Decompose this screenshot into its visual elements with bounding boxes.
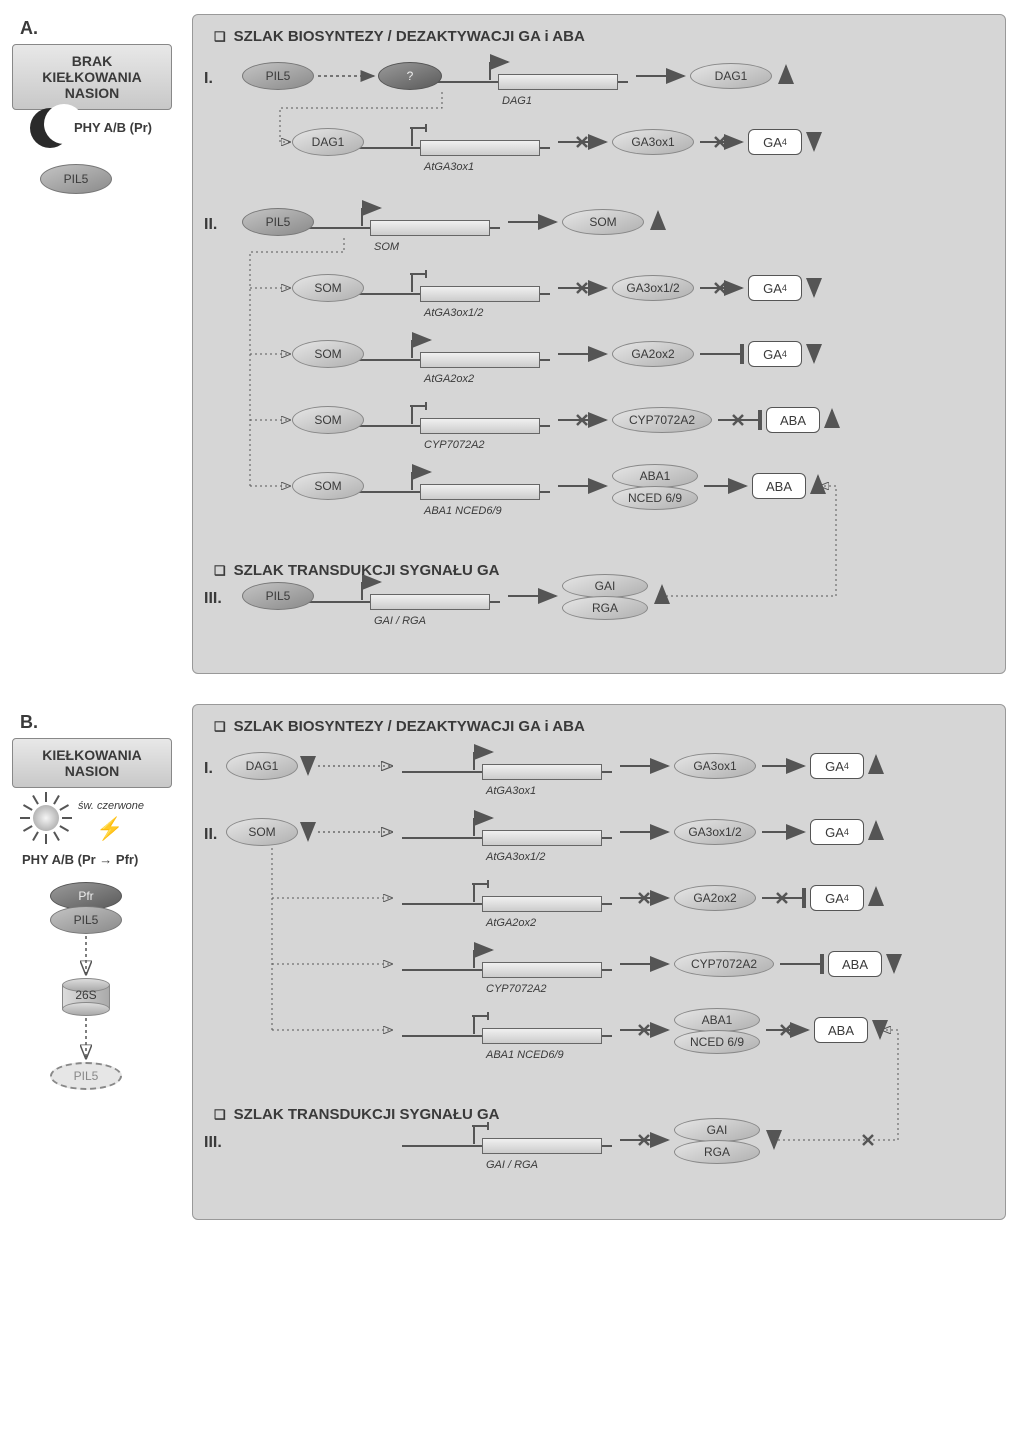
roman-numeral: III. <box>204 1134 222 1152</box>
output-box: ABA <box>766 407 820 433</box>
product-oval: CYP7072A2 <box>612 407 712 433</box>
pil5-degraded-oval: PIL5 <box>50 1062 122 1090</box>
gene-box <box>482 764 602 780</box>
product-oval: GA3ox1 <box>612 129 694 155</box>
product-oval: GA3ox1 <box>674 753 756 779</box>
gene-box <box>482 896 602 912</box>
product-oval: ABA1 <box>612 464 698 488</box>
product-oval: RGA <box>562 596 648 620</box>
product-oval: NCED 6/9 <box>674 1030 760 1054</box>
tf-oval: SOM <box>292 340 364 368</box>
tf-oval: DAG1 <box>292 128 364 156</box>
product-oval: GA2ox2 <box>612 341 694 367</box>
bolt-icon: ⚡ <box>96 816 123 842</box>
tf-oval: SOM <box>292 406 364 434</box>
tf-oval: PIL5 <box>242 208 314 236</box>
title-box-a: BRAK KIEŁKOWANIA NASION <box>12 44 172 110</box>
output-box: ABA <box>828 951 882 977</box>
roman-numeral: II. <box>204 826 217 844</box>
sw-czerwone-label: św. czerwone <box>78 800 144 812</box>
panel-header: SZLAK BIOSYNTEZY / DEZAKTYWACJI GA i ABA <box>214 718 585 735</box>
tf-oval: PIL5 <box>242 582 314 610</box>
roman-numeral: II. <box>204 216 217 234</box>
gene-box <box>420 418 540 434</box>
tf-oval: SOM <box>226 818 298 846</box>
pil5-oval-a-left: PIL5 <box>40 164 112 194</box>
gene-box <box>498 74 618 90</box>
panel-header: SZLAK TRANSDUKCJI SYGNAŁU GA <box>214 562 500 579</box>
product-oval: GA2ox2 <box>674 885 756 911</box>
gene-box <box>370 594 490 610</box>
gene-box <box>482 962 602 978</box>
panel-header: SZLAK BIOSYNTEZY / DEZAKTYWACJI GA i ABA <box>214 28 585 45</box>
gene-box <box>482 1138 602 1154</box>
tf-oval: DAG1 <box>226 752 298 780</box>
tf-oval: SOM <box>292 472 364 500</box>
gene-box <box>370 220 490 236</box>
gene-box <box>420 352 540 368</box>
output-box: ABA <box>814 1017 868 1043</box>
mid-oval: ? <box>378 62 442 90</box>
output-box: GA4 <box>810 819 864 845</box>
output-box: GA4 <box>748 129 802 155</box>
phy-pfr-label: PHY A/B (Pr → Pfr) <box>22 852 138 867</box>
product-oval: NCED 6/9 <box>612 486 698 510</box>
moon-icon <box>30 108 70 148</box>
panel-header: SZLAK TRANSDUKCJI SYGNAŁU GA <box>214 1106 500 1123</box>
output-box: GA4 <box>748 341 802 367</box>
gene-box <box>420 140 540 156</box>
product-oval: DAG1 <box>690 63 772 89</box>
product-oval: GAI <box>562 574 648 598</box>
tf-oval: PIL5 <box>242 62 314 90</box>
product-oval: RGA <box>674 1140 760 1164</box>
gene-box <box>420 286 540 302</box>
gene-box <box>482 830 602 846</box>
roman-numeral: I. <box>204 760 213 778</box>
output-box: GA4 <box>748 275 802 301</box>
title-box-b: KIEŁKOWANIA NASION <box>12 738 172 788</box>
output-box: ABA <box>752 473 806 499</box>
phy-pr-label: PHY A/B (Pr) <box>74 120 152 135</box>
section-b-label: B. <box>20 712 38 733</box>
section-a-label: A. <box>20 18 38 39</box>
product-oval: ABA1 <box>674 1008 760 1032</box>
product-oval: GA3ox1/2 <box>674 819 756 845</box>
product-oval: SOM <box>562 209 644 235</box>
tf-oval: SOM <box>292 274 364 302</box>
roman-numeral: III. <box>204 590 222 608</box>
proteasome-label: 26S <box>62 988 110 1002</box>
product-oval: GA3ox1/2 <box>612 275 694 301</box>
gene-box <box>482 1028 602 1044</box>
output-box: GA4 <box>810 885 864 911</box>
output-box: GA4 <box>810 753 864 779</box>
sun-icon <box>20 792 72 844</box>
product-oval: CYP7072A2 <box>674 951 774 977</box>
roman-numeral: I. <box>204 70 213 88</box>
pil5-oval-b-left: PIL5 <box>50 906 122 934</box>
product-oval: GAI <box>674 1118 760 1142</box>
gene-box <box>420 484 540 500</box>
